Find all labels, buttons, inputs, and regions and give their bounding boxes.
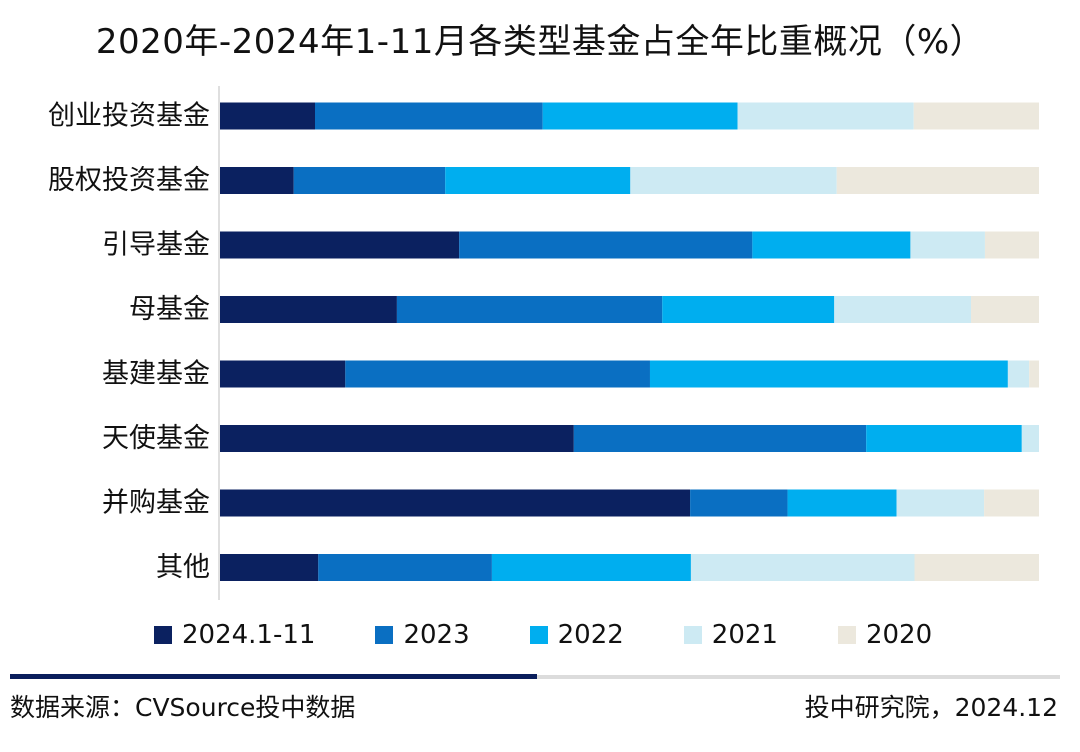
bar-segment bbox=[1029, 360, 1039, 388]
bar-segment bbox=[1021, 425, 1039, 452]
footer-divider bbox=[537, 675, 1060, 679]
bar-segment bbox=[220, 167, 294, 194]
legend-label: 2021 bbox=[711, 620, 778, 650]
bar-segment bbox=[737, 102, 914, 130]
bar-segment bbox=[910, 231, 985, 259]
legend-swatch bbox=[837, 626, 856, 644]
bar-segment bbox=[445, 167, 631, 194]
bar-segment bbox=[984, 489, 1039, 517]
bar-segment bbox=[866, 425, 1022, 452]
publisher-credit: 投中研究院，2024.12 bbox=[804, 693, 1058, 722]
bar-segment bbox=[630, 167, 837, 194]
chart-title: 2020年-2024年1-11月各类型基金占全年比重概况（%） bbox=[95, 22, 985, 62]
legend-label: 2023 bbox=[403, 620, 470, 650]
legend-swatch bbox=[154, 626, 172, 644]
legend-swatch bbox=[375, 626, 394, 644]
bar-segment bbox=[984, 231, 1039, 259]
bar-segment bbox=[914, 554, 1039, 581]
bar-segment bbox=[896, 489, 985, 517]
bar-segment bbox=[1007, 360, 1030, 388]
bar-segment bbox=[834, 296, 972, 323]
bar-segment bbox=[220, 554, 319, 581]
bar-segment bbox=[662, 296, 835, 323]
category-label: 其他 bbox=[156, 552, 210, 583]
legend-item: 2020 bbox=[837, 620, 933, 650]
bar-segment bbox=[971, 296, 1039, 323]
legend-item: 2023 bbox=[375, 620, 470, 650]
legend-item: 2024.1-11 bbox=[154, 620, 315, 650]
bar-segment bbox=[787, 489, 897, 517]
category-label: 基建基金 bbox=[102, 359, 210, 390]
bar-segment bbox=[752, 231, 911, 259]
bar-segment bbox=[345, 360, 650, 388]
bar-segment bbox=[396, 296, 663, 323]
bar-segment bbox=[220, 296, 397, 323]
legend-swatch bbox=[529, 626, 548, 644]
category-label: 创业投资基金 bbox=[48, 101, 210, 132]
bar-segment bbox=[220, 102, 316, 130]
legend-item: 2021 bbox=[683, 620, 778, 650]
bar-segment bbox=[315, 102, 543, 130]
bar-segment bbox=[573, 425, 867, 452]
bar-segment bbox=[913, 102, 1039, 130]
legend-item: 2022 bbox=[529, 620, 624, 650]
bar-segment bbox=[220, 360, 346, 388]
legend-swatch bbox=[683, 626, 702, 644]
bar-segment bbox=[220, 425, 574, 452]
footer-divider-accent bbox=[10, 674, 537, 679]
category-label: 并购基金 bbox=[102, 488, 210, 519]
bar-segment bbox=[690, 489, 788, 517]
bar-segment bbox=[649, 360, 1008, 388]
bar-segment bbox=[293, 167, 446, 194]
legend-label: 2024.1-11 bbox=[182, 620, 316, 650]
legend-label: 2022 bbox=[557, 620, 624, 650]
bar-segment bbox=[318, 554, 492, 581]
chart-legend: 2024.1-11 2023 2022 2021 2020 bbox=[154, 620, 992, 650]
bar-segment bbox=[459, 231, 753, 259]
legend-label: 2020 bbox=[865, 620, 933, 650]
bar-segment bbox=[220, 231, 460, 259]
bar-segment bbox=[690, 554, 915, 581]
bar-segment bbox=[220, 489, 691, 517]
category-label: 引导基金 bbox=[102, 230, 210, 261]
source-note: 数据来源：CVSource投中数据 bbox=[10, 693, 356, 722]
bar-segment bbox=[836, 167, 1039, 194]
category-label: 母基金 bbox=[129, 294, 210, 325]
bar-segment bbox=[542, 102, 738, 130]
category-label: 股权投资基金 bbox=[48, 165, 210, 196]
bar-segment bbox=[491, 554, 691, 581]
category-label: 天使基金 bbox=[102, 423, 210, 454]
